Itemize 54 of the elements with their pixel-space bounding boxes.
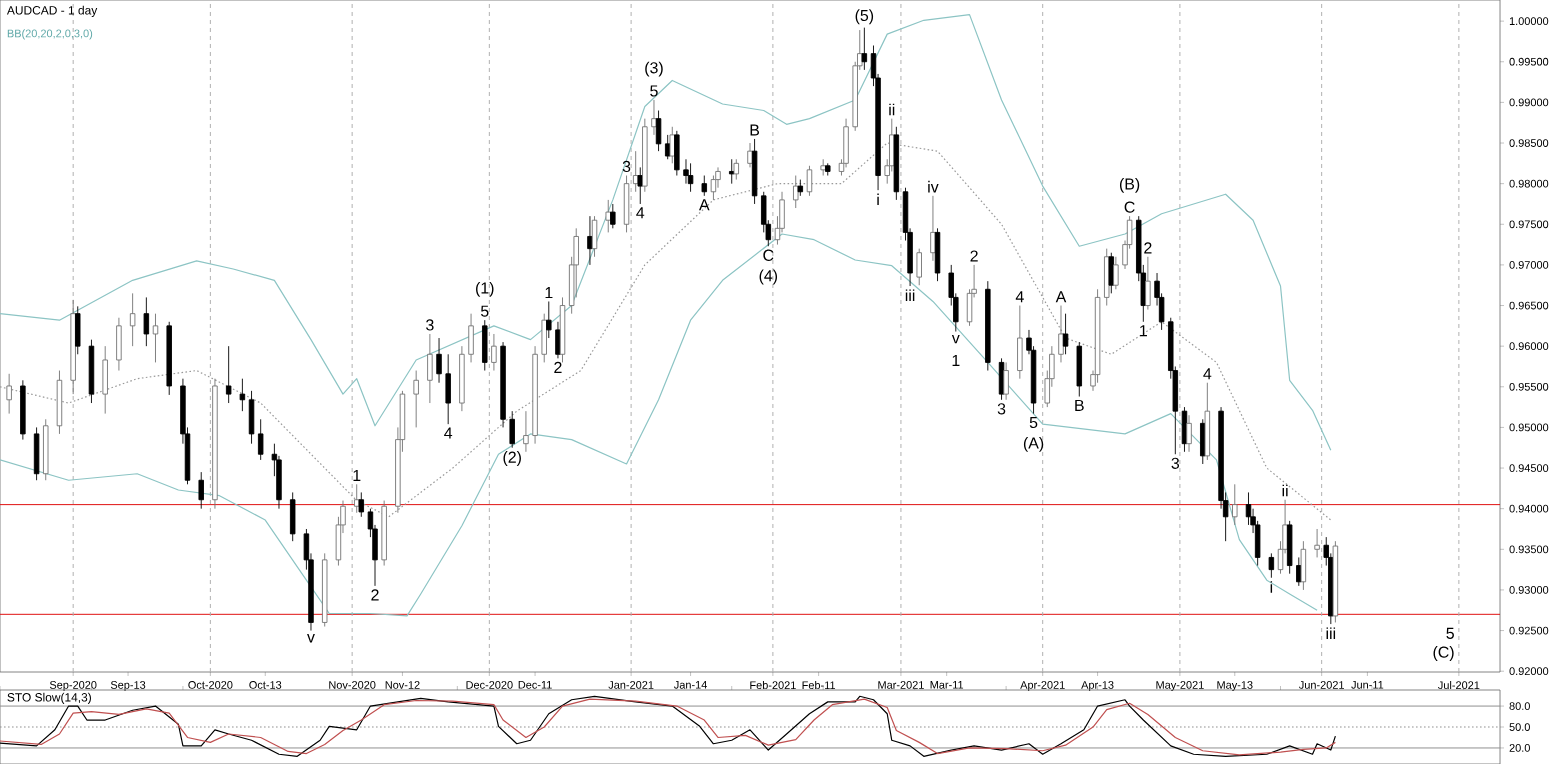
candlestick <box>1300 540 1307 591</box>
candlestick <box>225 345 232 404</box>
candlestick <box>710 175 717 201</box>
candlestick <box>1062 313 1069 355</box>
candlestick <box>257 418 264 461</box>
candlestick <box>687 162 694 193</box>
candlestick <box>610 203 616 229</box>
candlestick <box>930 195 936 262</box>
candlestick <box>1245 491 1252 526</box>
candlestick <box>587 215 593 266</box>
candlestick <box>6 373 12 415</box>
candlestick <box>116 317 122 371</box>
candlestick <box>861 27 868 71</box>
candlestick <box>1268 552 1275 579</box>
candlestick <box>1186 414 1192 453</box>
candlestick <box>43 418 49 481</box>
candlestick <box>413 370 419 428</box>
candlestick <box>239 378 246 412</box>
candlestick <box>934 227 941 282</box>
candlestick <box>806 165 813 197</box>
candlestick <box>1232 483 1238 526</box>
candlestick <box>701 175 708 197</box>
candlestick <box>491 333 497 371</box>
candlestick <box>482 319 488 371</box>
candlestick <box>733 158 740 181</box>
candlestick <box>655 110 662 152</box>
candlestick <box>623 175 630 233</box>
candlestick <box>152 313 159 363</box>
candlestick <box>20 379 26 441</box>
candlestick <box>289 491 296 542</box>
candlestick <box>75 305 81 355</box>
candlestick <box>1017 305 1023 380</box>
candlestick <box>1286 520 1293 575</box>
candlestick <box>198 471 204 510</box>
candlestick <box>56 370 63 435</box>
candlestick <box>1076 341 1083 397</box>
candlestick <box>916 248 922 286</box>
candlestick <box>1314 528 1320 558</box>
candlestick <box>33 426 40 481</box>
candlestick <box>1204 382 1211 461</box>
candlestick <box>1003 361 1009 401</box>
candlestick <box>605 199 611 233</box>
candlestick <box>1145 256 1151 311</box>
candlestick <box>637 166 643 205</box>
candlestick <box>143 296 150 347</box>
candlestick <box>129 292 136 347</box>
candlestick <box>427 333 433 404</box>
candlestick <box>728 158 735 185</box>
candlestick <box>88 339 95 404</box>
candlestick <box>102 345 108 415</box>
candlestick <box>591 215 598 258</box>
candlestick <box>248 390 255 445</box>
candlestick <box>747 142 753 168</box>
candlestick <box>1108 252 1115 294</box>
